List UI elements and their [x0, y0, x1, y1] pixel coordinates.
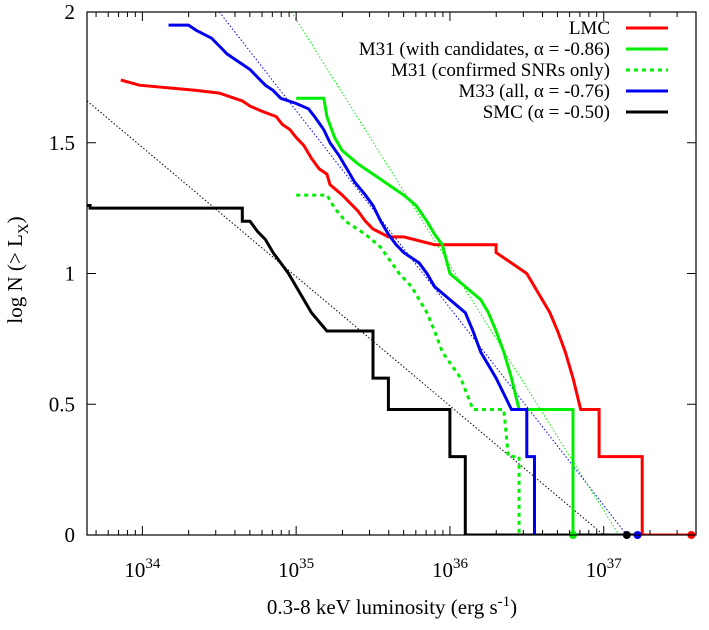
fit-line-2 — [291, 12, 620, 535]
legend-label-lmc: LMC — [569, 18, 610, 39]
plot-lines — [87, 12, 696, 539]
legend-label-smc: SMC (α = -0.50) — [483, 102, 610, 123]
y-axis-label: log N (> LX) — [3, 216, 32, 323]
fit-line-0 — [87, 100, 605, 535]
legend-label-m33: M33 (all, α = -0.76) — [458, 81, 610, 102]
x-tick-label-2: 1036 — [432, 556, 469, 582]
x-axis-label: 0.3-8 keV luminosity (erg s-1) — [267, 594, 517, 619]
series-line-1 — [296, 96, 575, 535]
legend-label-m31-confirmed: M31 (confirmed SNRs only) — [391, 60, 610, 81]
y-tick-label-4: 2 — [65, 0, 76, 24]
series-line-2 — [296, 193, 521, 535]
x-tick-label-0: 1034 — [124, 556, 161, 582]
legend-label-m31-candidates: M31 (with candidates, α = -0.86) — [359, 39, 610, 60]
series-line-4 — [87, 204, 635, 535]
legend: LMC M31 (with candidates, α = -0.86) M31… — [359, 18, 668, 123]
x-tick-label-1: 1035 — [278, 556, 314, 582]
y-tick-label-0: 0 — [65, 523, 76, 547]
y-tick-label-3: 1.5 — [49, 131, 75, 155]
series-line-3 — [168, 23, 536, 535]
y-tick-label-1: 0.5 — [49, 392, 75, 416]
series-line-0 — [120, 78, 693, 535]
x-tick-label-3: 1037 — [586, 556, 623, 582]
y-tick-label-2: 1 — [65, 262, 76, 286]
ticks: 0 0.5 1 1.5 2 1034 1035 1036 1037 — [49, 0, 696, 582]
